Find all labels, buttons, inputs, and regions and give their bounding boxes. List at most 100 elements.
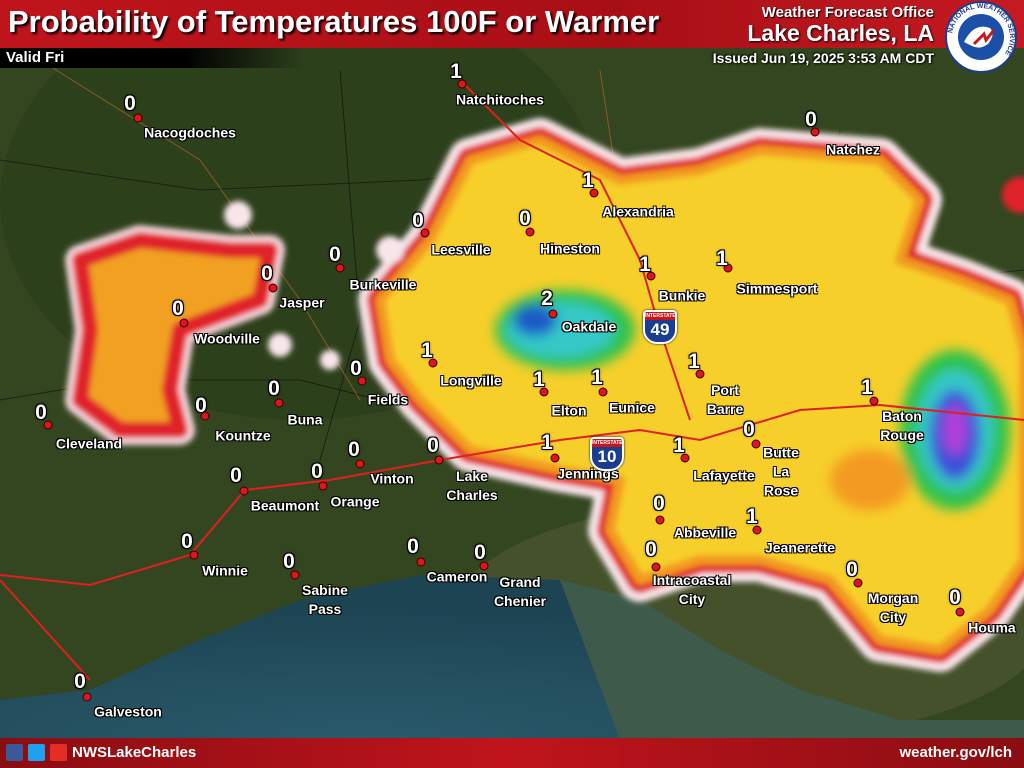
- probability-value: 1: [582, 169, 594, 192]
- city-marker: [43, 420, 53, 430]
- probability-value: 0: [645, 538, 657, 561]
- city-marker: [695, 369, 705, 379]
- city-label: Abbeville: [673, 524, 737, 541]
- city-label: Butte La Rose: [763, 444, 799, 499]
- probability-value: 0: [743, 418, 755, 441]
- probability-value: 0: [427, 434, 439, 457]
- probability-value: 1: [861, 376, 873, 399]
- city-label: Winnie: [202, 562, 248, 579]
- probability-value: 0: [268, 377, 280, 400]
- probability-value: 0: [329, 243, 341, 266]
- probability-value: 1: [673, 434, 685, 457]
- city-label: Simmesport: [736, 280, 818, 297]
- city-label: Intracoastal City: [652, 572, 732, 607]
- shield-label: INTERSTATE: [645, 312, 676, 320]
- title: Probability of Temperatures 100F or Warm…: [8, 4, 660, 39]
- twitter-icon[interactable]: [28, 744, 45, 761]
- city-marker: [655, 515, 665, 525]
- city-marker: [810, 127, 820, 137]
- probability-value: 0: [230, 464, 242, 487]
- header-bar: Probability of Temperatures 100F or Warm…: [0, 0, 1024, 48]
- city-label: Buna: [287, 411, 323, 428]
- city-label: Beaumont: [250, 497, 320, 514]
- probability-value: 0: [311, 460, 323, 483]
- city-marker: [869, 396, 879, 406]
- city-label: Fields: [367, 391, 409, 408]
- issued-time: Issued Jun 19, 2025 3:53 AM CDT: [712, 50, 934, 66]
- city-label: Alexandria: [602, 203, 674, 220]
- city-label: Oakdale: [561, 318, 617, 335]
- probability-value: 0: [35, 401, 47, 424]
- city-label: Eunice: [609, 399, 655, 416]
- city-label: Orange: [330, 493, 380, 510]
- city-label: Hineston: [540, 240, 600, 257]
- city-marker: [853, 578, 863, 588]
- city-label: Lake Charles: [446, 468, 498, 503]
- city-label: Longville: [440, 372, 502, 389]
- city-marker: [955, 607, 965, 617]
- city-marker: [428, 358, 438, 368]
- probability-value: 0: [846, 558, 858, 581]
- city-label: Vinton: [370, 470, 414, 487]
- shield-label: INTERSTATE: [592, 439, 623, 447]
- city-label: Grand Chenier: [493, 574, 547, 609]
- city-marker: [539, 387, 549, 397]
- city-marker: [416, 557, 426, 567]
- city-marker: [268, 283, 278, 293]
- city-label: Cleveland: [55, 435, 123, 452]
- city-marker: [290, 570, 300, 580]
- city-marker: [548, 309, 558, 319]
- city-marker: [598, 387, 608, 397]
- city-marker: [355, 459, 365, 469]
- city-label: Jasper: [279, 294, 325, 311]
- city-marker: [457, 79, 467, 89]
- city-marker: [335, 263, 345, 273]
- city-label: Nacogdoches: [144, 124, 236, 141]
- city-label: Lafayette: [693, 467, 755, 484]
- city-label: Natchitoches: [456, 91, 544, 108]
- city-label: Cameron: [426, 568, 488, 585]
- social-handle[interactable]: NWSLakeCharles: [72, 744, 197, 761]
- city-marker: [357, 376, 367, 386]
- city-marker: [318, 481, 328, 491]
- city-label: Baton Rouge: [880, 408, 924, 443]
- city-label: Elton: [551, 402, 587, 419]
- probability-value: 0: [195, 394, 207, 417]
- probability-value: 0: [653, 492, 665, 515]
- city-label: Kountze: [215, 427, 271, 444]
- facebook-icon[interactable]: [6, 744, 23, 761]
- probability-value: 0: [348, 438, 360, 461]
- probability-value: 0: [74, 670, 86, 693]
- office-name: Lake Charles, LA: [747, 20, 934, 46]
- valid-time: Valid Fri: [0, 48, 306, 68]
- probability-value: 0: [261, 262, 273, 285]
- probability-value: 1: [541, 431, 553, 454]
- youtube-icon[interactable]: [50, 744, 67, 761]
- probability-value: 0: [949, 586, 961, 609]
- city-label: Sabine Pass: [302, 582, 348, 617]
- shield-number: 10: [597, 447, 617, 466]
- city-label: Port Barre: [706, 382, 744, 417]
- city-label: Bunkie: [658, 287, 706, 304]
- city-label: Galveston: [94, 703, 162, 720]
- city-marker: [420, 228, 430, 238]
- city-marker: [239, 486, 249, 496]
- shield-number: 49: [650, 320, 670, 339]
- city-marker: [589, 188, 599, 198]
- probability-value: 0: [350, 357, 362, 380]
- interstate-shield: INTERSTATE 10: [590, 437, 624, 471]
- probability-value: 0: [412, 209, 424, 232]
- city-marker: [680, 453, 690, 463]
- city-marker: [479, 561, 489, 571]
- city-label: Leesville: [431, 241, 491, 258]
- website[interactable]: weather.gov/lch: [899, 744, 1012, 761]
- probability-value: 1: [591, 366, 603, 389]
- probability-value: 0: [519, 207, 531, 230]
- heat-field: [65, 118, 1024, 672]
- city-marker: [723, 263, 733, 273]
- probability-value: 1: [533, 368, 545, 391]
- city-marker: [646, 271, 656, 281]
- city-marker: [189, 550, 199, 560]
- footer-bar: NWSLakeCharles weather.gov/lch: [0, 738, 1024, 768]
